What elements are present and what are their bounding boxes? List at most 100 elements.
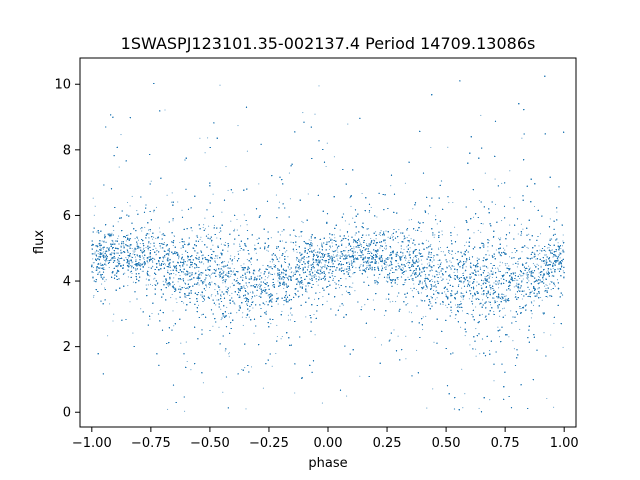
data-point <box>284 269 286 271</box>
data-point <box>196 254 198 257</box>
data-point <box>353 248 355 250</box>
data-point <box>529 293 531 295</box>
data-point <box>236 218 238 221</box>
data-point <box>505 295 507 297</box>
data-point <box>290 312 292 314</box>
data-point <box>226 272 228 274</box>
data-point <box>262 264 264 266</box>
data-point <box>349 197 351 199</box>
data-point <box>114 240 116 242</box>
data-point <box>408 241 410 243</box>
data-point <box>520 223 522 225</box>
data-point <box>489 273 491 275</box>
data-point <box>281 230 283 232</box>
data-point <box>277 275 279 277</box>
data-point <box>172 244 174 247</box>
data-point <box>385 247 387 249</box>
data-point <box>302 283 304 285</box>
data-point <box>151 284 154 287</box>
data-point <box>178 255 180 257</box>
data-point <box>117 221 119 223</box>
data-point <box>172 220 174 222</box>
data-point <box>373 239 375 241</box>
data-point <box>313 298 316 300</box>
data-point <box>120 249 122 251</box>
data-point <box>195 235 197 237</box>
data-point <box>399 265 401 267</box>
data-point <box>112 242 114 244</box>
data-point <box>378 262 380 264</box>
data-point <box>468 281 470 283</box>
data-point <box>360 246 363 248</box>
data-point <box>214 261 216 264</box>
data-point <box>242 286 244 288</box>
data-point <box>544 261 546 263</box>
data-point <box>420 259 422 261</box>
data-point <box>120 251 122 253</box>
data-point <box>145 284 147 286</box>
data-point <box>245 408 247 410</box>
data-point <box>495 249 497 251</box>
data-point <box>435 284 437 286</box>
data-point <box>224 350 226 352</box>
data-point <box>197 304 200 306</box>
data-point <box>293 250 295 252</box>
data-point <box>135 258 137 260</box>
data-point <box>539 249 541 251</box>
data-point <box>422 316 424 318</box>
data-point <box>200 236 202 238</box>
data-point <box>390 185 392 187</box>
data-point <box>286 250 288 252</box>
data-point <box>517 233 519 235</box>
data-point <box>212 193 214 195</box>
data-point <box>283 287 285 289</box>
data-point <box>402 266 404 269</box>
data-point <box>129 245 131 247</box>
data-point <box>175 251 177 253</box>
data-point <box>280 338 282 340</box>
data-point <box>228 353 230 355</box>
data-point <box>93 253 95 255</box>
data-point <box>345 278 347 280</box>
data-point <box>399 266 401 268</box>
data-point <box>500 278 502 280</box>
data-point <box>469 265 471 267</box>
data-point <box>215 284 217 286</box>
data-point <box>173 277 175 279</box>
data-point <box>104 250 107 252</box>
data-point <box>454 226 456 228</box>
data-points <box>91 75 565 413</box>
data-point <box>349 262 351 265</box>
data-point <box>476 285 478 287</box>
data-point <box>482 290 484 293</box>
data-point <box>214 289 216 291</box>
data-point <box>186 360 188 363</box>
data-point <box>509 224 511 226</box>
data-point <box>242 249 244 251</box>
data-point <box>546 397 548 400</box>
data-point <box>131 247 133 250</box>
data-point <box>281 240 283 242</box>
data-point <box>532 304 535 306</box>
data-point <box>472 216 475 218</box>
data-point <box>118 235 120 237</box>
data-point <box>150 243 152 245</box>
data-point <box>453 277 455 279</box>
data-point <box>389 236 391 238</box>
data-point <box>421 283 423 285</box>
data-point <box>462 407 464 409</box>
data-point <box>376 253 378 255</box>
data-point <box>476 257 478 259</box>
data-point <box>237 250 239 252</box>
data-point <box>344 268 346 270</box>
data-point <box>131 262 133 264</box>
data-point <box>497 283 499 285</box>
data-point <box>181 257 183 259</box>
data-point <box>322 266 324 268</box>
data-point <box>305 316 307 318</box>
data-point <box>147 262 149 264</box>
data-point <box>433 236 435 238</box>
data-point <box>515 293 517 295</box>
data-point <box>412 272 414 274</box>
